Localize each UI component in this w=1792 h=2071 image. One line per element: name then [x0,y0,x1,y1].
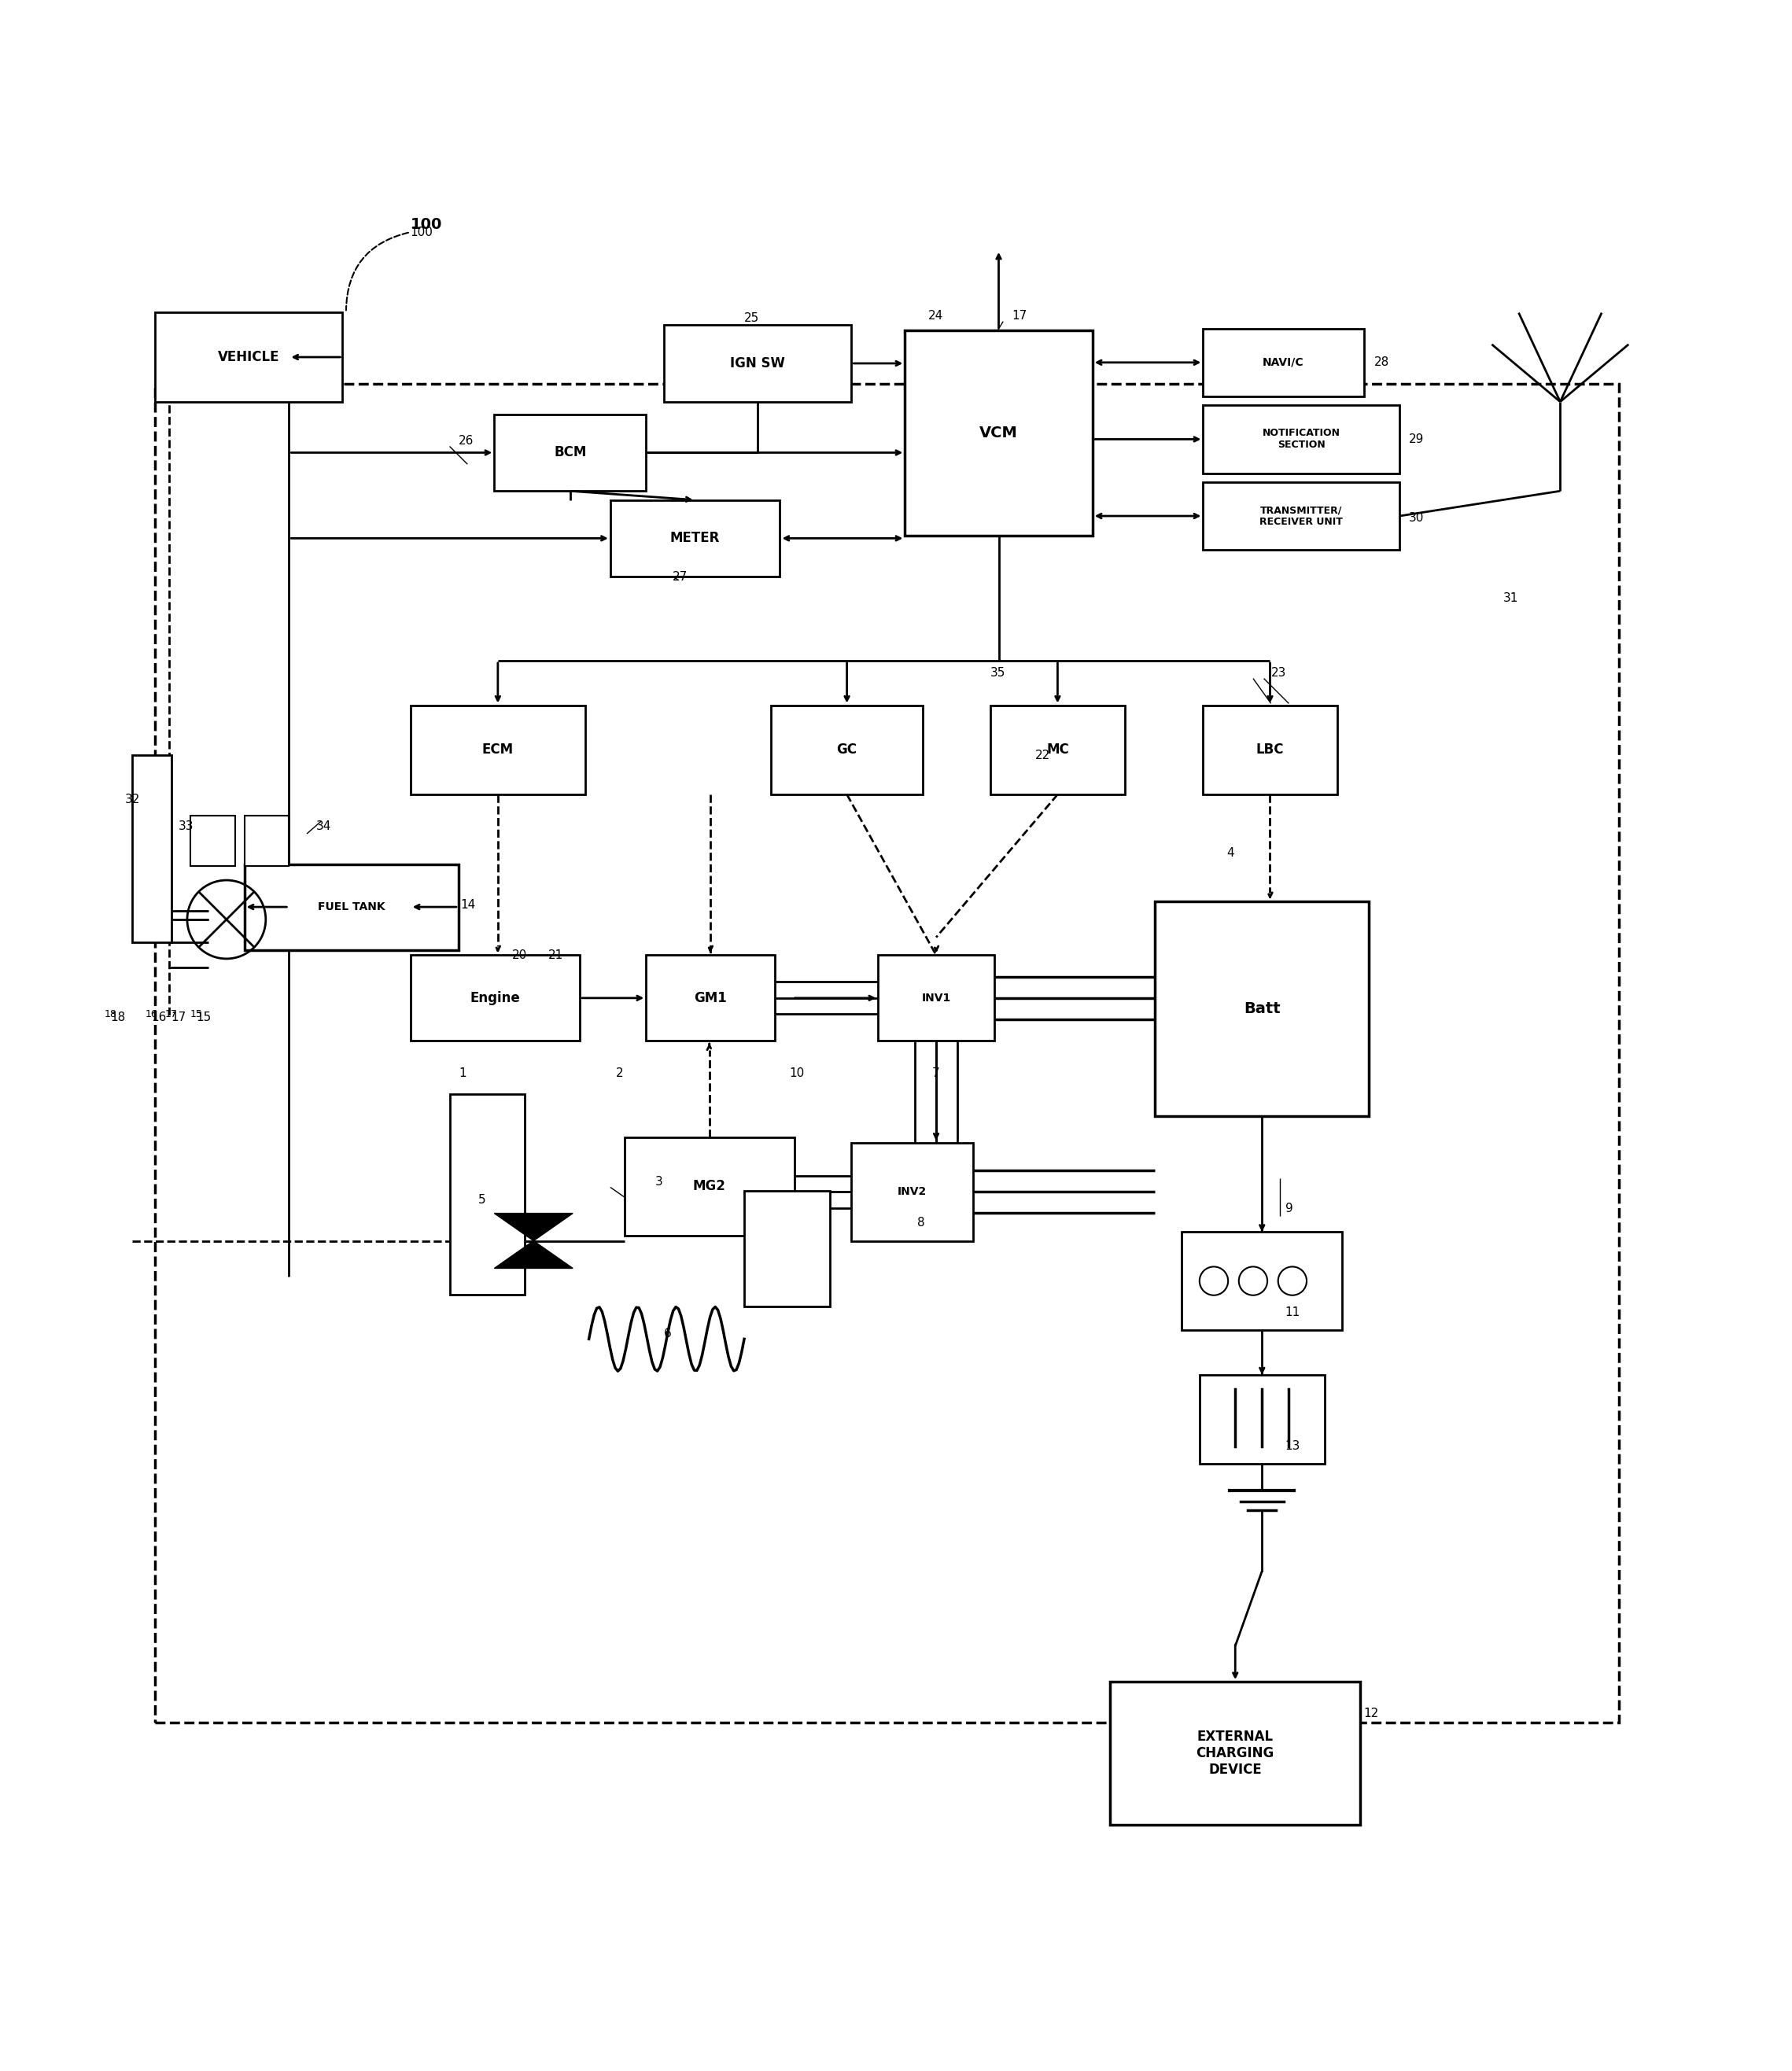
Text: 15: 15 [195,1013,211,1023]
Text: 17: 17 [170,1013,186,1023]
Text: 17: 17 [165,1009,177,1019]
Bar [1202,483,1400,551]
Text: 3: 3 [654,1176,663,1189]
Bar [1202,406,1400,472]
Text: GC: GC [837,743,857,756]
Bar [410,955,581,1042]
Text: 11: 11 [1285,1307,1301,1317]
Bar [625,1137,794,1236]
Bar [190,816,235,866]
Text: 8: 8 [918,1218,925,1228]
Text: 29: 29 [1409,433,1423,445]
Bar [905,331,1093,536]
Bar [133,756,170,942]
Text: NOTIFICATION
SECTION: NOTIFICATION SECTION [1262,429,1340,449]
Bar [771,706,923,795]
Text: 18: 18 [104,1009,116,1019]
Bar [156,313,342,402]
Text: MC: MC [1047,743,1068,756]
Text: 34: 34 [315,820,332,833]
Text: 12: 12 [1364,1709,1378,1719]
Text: 15: 15 [190,1009,202,1019]
Text: ECM: ECM [482,743,514,756]
Text: 1: 1 [459,1067,466,1079]
Text: NAVI/C: NAVI/C [1263,356,1305,369]
Text: 13: 13 [1285,1439,1301,1452]
Bar [244,864,459,951]
Text: 16: 16 [145,1009,158,1019]
Text: 21: 21 [548,949,563,961]
Text: TRANSMITTER/
RECEIVER UNIT: TRANSMITTER/ RECEIVER UNIT [1260,505,1342,526]
Text: 14: 14 [461,899,475,911]
Bar [244,816,289,866]
Text: Batt: Batt [1244,1000,1279,1017]
Text: 25: 25 [744,313,760,323]
Text: IGN SW: IGN SW [729,356,785,371]
Text: 26: 26 [459,435,473,447]
Text: 4: 4 [1226,847,1235,859]
Text: 20: 20 [513,949,527,961]
Polygon shape [495,1214,573,1267]
Text: 32: 32 [125,793,140,806]
Text: 16: 16 [152,1013,167,1023]
Text: 100: 100 [410,226,434,238]
Text: 23: 23 [1271,667,1287,679]
Text: 22: 22 [1036,750,1050,762]
Text: BCM: BCM [554,445,586,460]
Bar [1111,1682,1360,1825]
Text: 100: 100 [410,217,443,232]
Bar [410,706,586,795]
Bar [1202,706,1337,795]
Bar [991,706,1125,795]
Text: VEHICLE: VEHICLE [219,350,280,364]
Text: 7: 7 [932,1067,939,1079]
Text: 5: 5 [478,1193,486,1205]
Text: 31: 31 [1503,592,1518,605]
Bar [495,414,647,491]
Bar [878,955,995,1042]
Text: EXTERNAL
CHARGING
DEVICE: EXTERNAL CHARGING DEVICE [1197,1729,1274,1777]
Bar [663,325,851,402]
Bar [1181,1232,1342,1330]
Text: LBC: LBC [1256,743,1285,756]
Text: GM1: GM1 [694,990,728,1004]
Bar [744,1191,830,1307]
Bar [450,1093,525,1294]
Text: Engine: Engine [470,990,520,1004]
Text: 28: 28 [1374,356,1389,369]
Text: INV1: INV1 [921,992,952,1004]
Text: 35: 35 [991,667,1005,679]
Text: MG2: MG2 [694,1178,726,1193]
Text: 30: 30 [1409,512,1423,524]
Text: METER: METER [670,532,720,545]
Text: 27: 27 [672,572,688,582]
Bar [1154,901,1369,1116]
Text: 6: 6 [663,1328,672,1340]
Text: INV2: INV2 [898,1187,926,1197]
Bar [1199,1375,1324,1464]
Text: 10: 10 [788,1067,805,1079]
Text: 33: 33 [177,820,194,833]
Text: 18: 18 [111,1013,125,1023]
Text: VCM: VCM [980,425,1018,441]
Bar [611,499,780,576]
Text: FUEL TANK: FUEL TANK [317,901,385,913]
Bar [647,955,774,1042]
Bar [851,1143,973,1241]
Text: 24: 24 [928,311,943,321]
Text: 17: 17 [1012,311,1027,321]
Bar [156,383,1620,1723]
Bar [1202,329,1364,396]
Text: 9: 9 [1285,1203,1292,1214]
Text: 2: 2 [616,1067,624,1079]
